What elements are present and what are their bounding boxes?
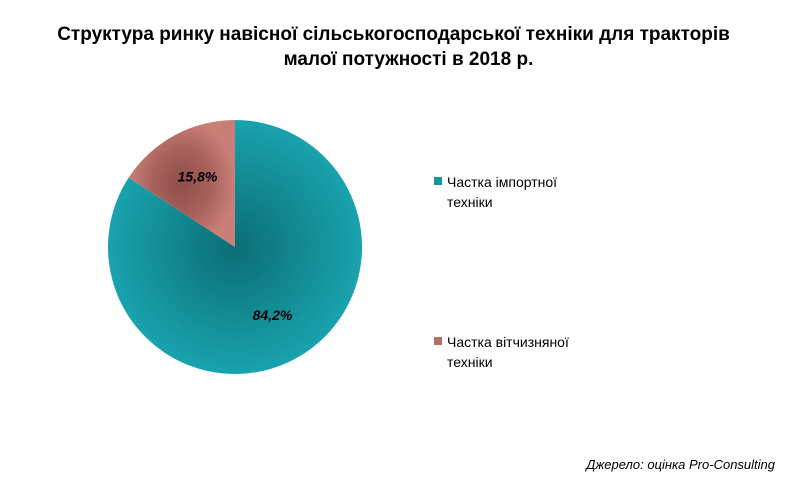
- legend-label-import: Частка імпортної техніки: [447, 174, 558, 210]
- source-note: Джерело: оцінка Pro-Consulting: [586, 457, 775, 472]
- chart-title-line1: Структура ринку навісної сільськогоспода…: [57, 24, 730, 45]
- chart-title-line2: малої потужності в 2018 р.: [283, 49, 534, 70]
- legend-item-import: Частка імпортної техніки: [434, 172, 604, 212]
- pie-slice-domestic: [128, 120, 235, 247]
- legend-swatch-domestic: [434, 337, 442, 345]
- pie-slice-import: [107, 120, 362, 374]
- data-label-import: 84,2%: [253, 307, 293, 323]
- legend-item-domestic: Частка вітчизняної техніки: [434, 332, 604, 372]
- legend-label-domestic: Частка вітчизняної техніки: [447, 334, 569, 370]
- legend-swatch-import: [434, 177, 442, 185]
- chart-title: Структура ринку навісної сільськогоспода…: [0, 22, 787, 72]
- data-label-domestic: 15,8%: [178, 168, 218, 184]
